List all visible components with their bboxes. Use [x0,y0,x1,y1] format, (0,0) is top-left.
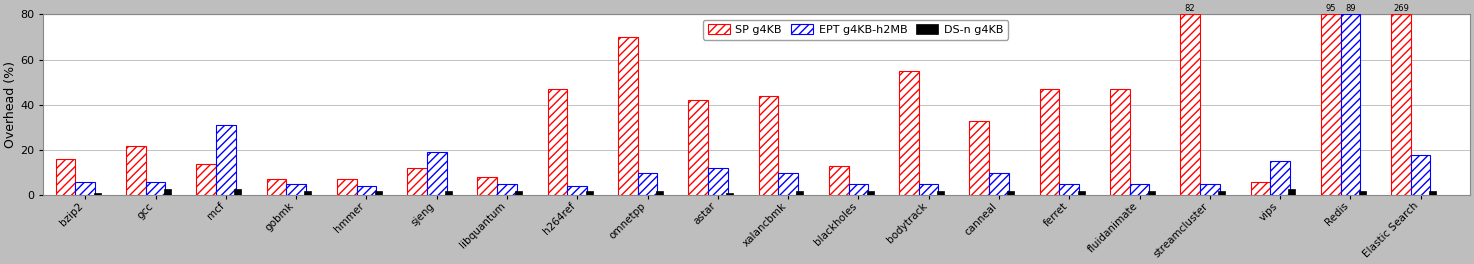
Bar [1200,184,1219,195]
Bar [828,166,849,195]
Bar [989,173,1008,195]
Bar [567,186,587,195]
Bar [1060,184,1079,195]
Bar [478,177,497,195]
Bar [656,191,663,195]
Bar [796,191,803,195]
Bar [146,182,165,195]
Bar [497,184,517,195]
Bar [234,188,242,195]
Bar [1007,191,1014,195]
Bar [708,168,728,195]
Bar [427,152,447,195]
Bar [1218,191,1225,195]
Bar [899,71,918,195]
Bar [1039,89,1060,195]
Bar [1181,15,1200,195]
Bar [56,159,75,195]
Bar [164,188,171,195]
Legend: SP g4KB, EPT g4KB-h2MB, DS-n g4KB: SP g4KB, EPT g4KB-h2MB, DS-n g4KB [703,20,1008,40]
Bar [407,168,427,195]
Bar [937,191,943,195]
Bar [127,145,146,195]
Bar [727,193,733,195]
Bar [1110,89,1129,195]
Bar [688,100,708,195]
Bar [93,193,100,195]
Bar [759,96,778,195]
Bar [357,186,376,195]
Bar [75,182,96,195]
Bar [516,191,522,195]
Bar [548,89,567,195]
Bar [374,191,382,195]
Bar [445,191,453,195]
Bar [1428,191,1436,195]
Bar [217,125,236,195]
Bar [849,184,868,195]
Bar [196,164,217,195]
Bar [267,180,286,195]
Bar [778,173,797,195]
Bar [338,180,357,195]
Bar [1391,15,1411,195]
Bar [1340,15,1361,195]
Bar [867,191,874,195]
Text: 269: 269 [1393,4,1409,13]
Bar [585,191,593,195]
Text: 89: 89 [1346,4,1356,13]
Bar [286,184,307,195]
Bar [1288,188,1296,195]
Bar [1411,155,1430,195]
Bar [918,184,939,195]
Bar [638,173,657,195]
Bar [1321,15,1340,195]
Bar [1250,182,1271,195]
Bar [1129,184,1150,195]
Bar [1148,191,1154,195]
Bar [970,121,989,195]
Bar [1271,161,1290,195]
Text: 95: 95 [1325,4,1335,13]
Y-axis label: Overhead (%): Overhead (%) [4,61,18,148]
Bar [1077,191,1085,195]
Bar [305,191,311,195]
Bar [1359,191,1366,195]
Bar [618,37,638,195]
Text: 82: 82 [1185,4,1195,13]
